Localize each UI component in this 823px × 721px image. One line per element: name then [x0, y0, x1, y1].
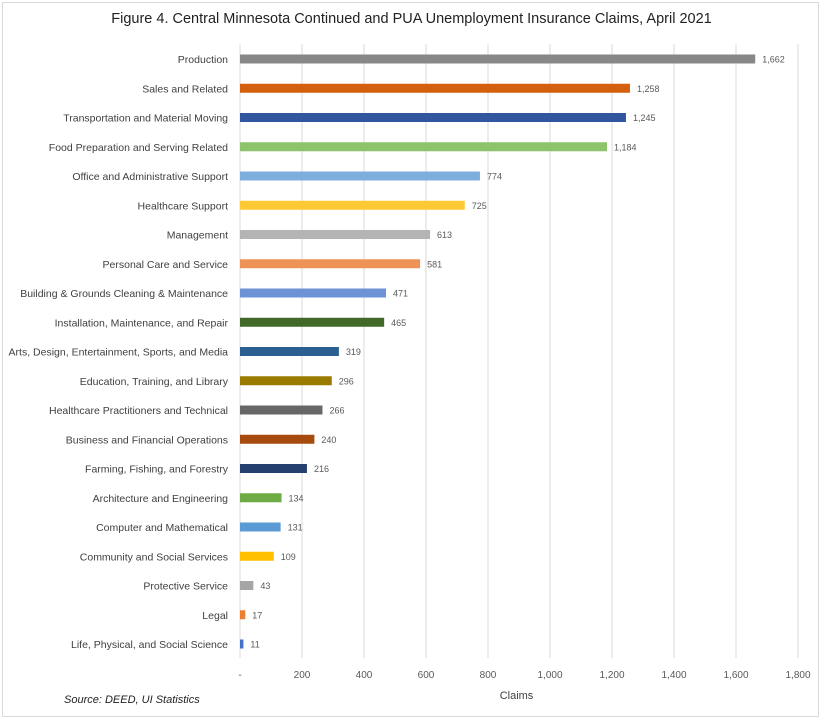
data-label: 465 [391, 318, 406, 328]
data-label: 296 [339, 376, 354, 386]
data-label: 131 [288, 523, 303, 533]
x-tick-label: 1,800 [785, 670, 810, 681]
bar [240, 610, 246, 620]
bar [240, 113, 626, 122]
data-label: 774 [487, 172, 502, 182]
category-label: Farming, Fishing, and Forestry [85, 464, 229, 476]
x-tick-label: 400 [356, 670, 373, 681]
bar [240, 522, 281, 532]
bar [240, 581, 254, 590]
x-axis-label: Claims [499, 690, 534, 702]
category-label: Healthcare Support [138, 200, 229, 212]
bar [240, 259, 421, 269]
category-label: Education, Training, and Library [80, 376, 229, 388]
category-label: Community and Social Services [80, 551, 228, 563]
category-label: Production [178, 54, 228, 66]
data-label: 43 [260, 581, 270, 591]
bar [240, 464, 307, 473]
data-label: 471 [393, 289, 408, 299]
data-label: 725 [472, 201, 487, 211]
category-label: Healthcare Practitioners and Technical [49, 405, 228, 417]
bar [240, 405, 323, 415]
data-label: 17 [252, 610, 262, 620]
data-label: 216 [314, 464, 329, 474]
category-label: Computer and Mathematical [96, 522, 228, 534]
data-label: 1,184 [614, 142, 637, 152]
data-label: 1,245 [633, 113, 656, 123]
category-label: Installation, Maintenance, and Repair [55, 317, 229, 329]
data-label: 1,662 [762, 55, 785, 65]
bar [240, 317, 385, 327]
data-label: 266 [329, 406, 344, 416]
bar [240, 551, 274, 561]
bar [240, 376, 332, 386]
data-label: 11 [250, 640, 259, 650]
data-label: 109 [281, 552, 296, 562]
x-tick-label: 200 [294, 670, 311, 681]
bar [240, 54, 756, 64]
x-tick-label: 1,000 [537, 670, 562, 681]
bar [240, 83, 630, 93]
bar [240, 230, 431, 239]
category-label: Business and Financial Operations [66, 434, 228, 446]
category-label: Architecture and Engineering [93, 493, 229, 505]
source-note: Source: DEED, UI Statistics [64, 694, 200, 706]
bar [240, 288, 387, 298]
category-label: Food Preparation and Serving Related [49, 142, 228, 154]
category-label: Personal Care and Service [103, 259, 229, 271]
data-label: 240 [321, 435, 336, 445]
category-label: Legal [202, 610, 228, 622]
category-label: Life, Physical, and Social Science [71, 639, 228, 651]
data-label: 1,258 [637, 84, 660, 94]
bar [240, 493, 282, 503]
data-label: 319 [346, 347, 361, 357]
bar [240, 639, 244, 649]
x-tick-label: 1,200 [599, 670, 624, 681]
category-label: Sales and Related [142, 83, 228, 95]
data-label: 134 [289, 493, 304, 503]
x-tick-label: 1,600 [723, 670, 748, 681]
chart-title: Figure 4. Central Minnesota Continued an… [111, 11, 712, 27]
category-label: Protective Service [143, 581, 228, 593]
data-label: 581 [427, 259, 442, 269]
category-label: Management [167, 230, 228, 242]
x-tick-label: 800 [480, 670, 497, 681]
category-label: Arts, Design, Entertainment, Sports, and… [9, 347, 229, 359]
x-tick-label: 1,400 [661, 670, 686, 681]
category-label: Transportation and Material Moving [63, 113, 228, 125]
bar [240, 200, 465, 210]
bar [240, 434, 315, 444]
category-label: Building & Grounds Cleaning & Maintenanc… [20, 288, 228, 300]
category-label: Office and Administrative Support [72, 171, 228, 183]
bar [240, 347, 339, 356]
x-tick-label: 600 [418, 670, 435, 681]
x-tick-label: - [238, 670, 241, 681]
bar [240, 171, 480, 181]
bar [240, 142, 608, 152]
data-label: 613 [437, 230, 452, 240]
